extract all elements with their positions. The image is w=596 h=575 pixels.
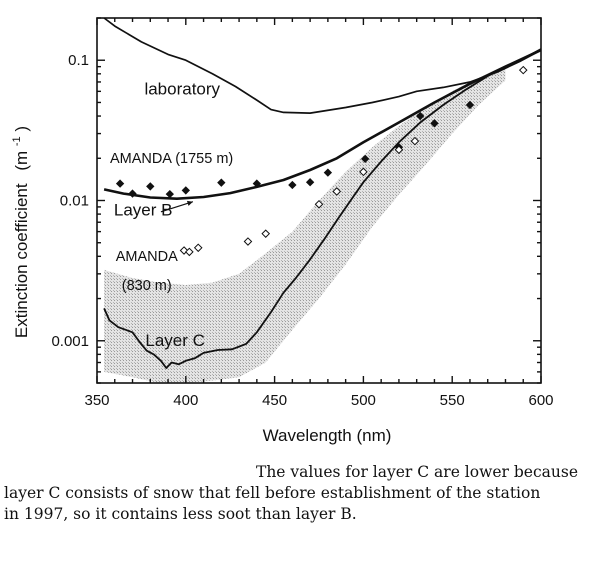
annotation-830-m: (830 m): [122, 278, 172, 294]
y-tick-label: 0.01: [60, 193, 89, 210]
y-axis-label: Extinction coefficient (m -1 ): [5, 126, 31, 338]
layer-c-spread-band: [104, 66, 506, 383]
y-axis-label-text: Extinction coefficient: [12, 183, 31, 338]
amanda-830-m-point: [518, 65, 528, 75]
layer-c-spread-band: [104, 66, 506, 383]
y-tick-label: 0.1: [68, 52, 89, 69]
y-axis-unit-open: (m: [12, 151, 31, 171]
amanda-1755-m-point: [288, 180, 297, 190]
amanda-1755-m-point: [305, 178, 315, 187]
annotation-laboratory: laboratory: [144, 79, 220, 98]
series-lines: [103, 17, 542, 369]
amanda-1755-m-point: [430, 119, 439, 128]
x-tick-label: 550: [440, 392, 465, 409]
series-markers: [115, 65, 528, 257]
caption-line-1: The values for layer C are lower because: [255, 463, 578, 481]
amanda-1755-m-point: [181, 186, 190, 195]
amanda-1755-m-point: [465, 100, 475, 110]
amanda-1755-m-point: [128, 189, 137, 198]
caption-line-2: layer C consists of snow that fell befor…: [4, 484, 541, 502]
y-axis-unit-exponent: -1: [11, 136, 23, 146]
layer-b-line: [103, 48, 542, 200]
annotation-amanda-1755-m: AMANDA (1755 m): [110, 151, 233, 167]
amanda-1755-m-point: [115, 179, 125, 188]
amanda-1755-m-point: [323, 168, 333, 177]
amanda-830-m-point: [332, 187, 342, 196]
annotation-amanda: AMANDA: [116, 249, 178, 265]
x-tick-label: 500: [351, 392, 376, 409]
layer-c-line: [103, 48, 542, 369]
axis-ticks: [96, 17, 542, 384]
annotation-layer-c: Layer C: [145, 331, 205, 350]
amanda-1755-m-point: [416, 111, 425, 121]
layer-b-arrowhead: [186, 200, 193, 206]
figure-caption: The values for layer C are lower because…: [4, 462, 588, 525]
annotation-layer-b: Layer B: [114, 201, 173, 220]
x-tick-label: 350: [84, 392, 109, 409]
amanda-830-m-point: [410, 136, 420, 146]
axis-tick-labels: 350 400 450 500 550 600 0.001 0.01 0.1: [51, 52, 553, 409]
layer-b-leader-line: [160, 201, 194, 213]
x-tick-label: 400: [173, 392, 198, 409]
y-tick-label: 0.001: [51, 333, 89, 350]
amanda-830-m-point: [243, 237, 253, 246]
amanda-830-m-point: [314, 199, 324, 209]
amanda-1755-m-point: [252, 179, 262, 188]
amanda-1755-m-point: [146, 182, 155, 191]
x-tick-label: 600: [528, 392, 553, 409]
caption-line-3: in 1997, so it contains less soot than l…: [4, 505, 357, 523]
amanda-1755-m-point: [217, 178, 226, 187]
laboratory-line: [103, 17, 542, 114]
amanda-830-m-point: [185, 247, 194, 257]
x-tick-label: 450: [262, 392, 287, 409]
amanda-1755-m-point: [165, 189, 174, 199]
amanda-830-m-point: [359, 167, 368, 177]
y-axis-unit-close: ): [12, 126, 31, 132]
extinction-chart: 350 400 450 500 550 600 0.001 0.01 0.1 laborator…: [5, 17, 554, 445]
amanda-830-m-point: [193, 243, 203, 253]
x-axis-label: Wavelength (nm): [263, 426, 392, 445]
amanda-830-m-point: [394, 145, 404, 155]
chart-annotations: laboratory AMANDA (1755 m) Layer B AMANDA (8…: [110, 79, 233, 349]
amanda-830-m-point: [261, 229, 271, 238]
amanda-1755-m-point: [361, 154, 370, 164]
